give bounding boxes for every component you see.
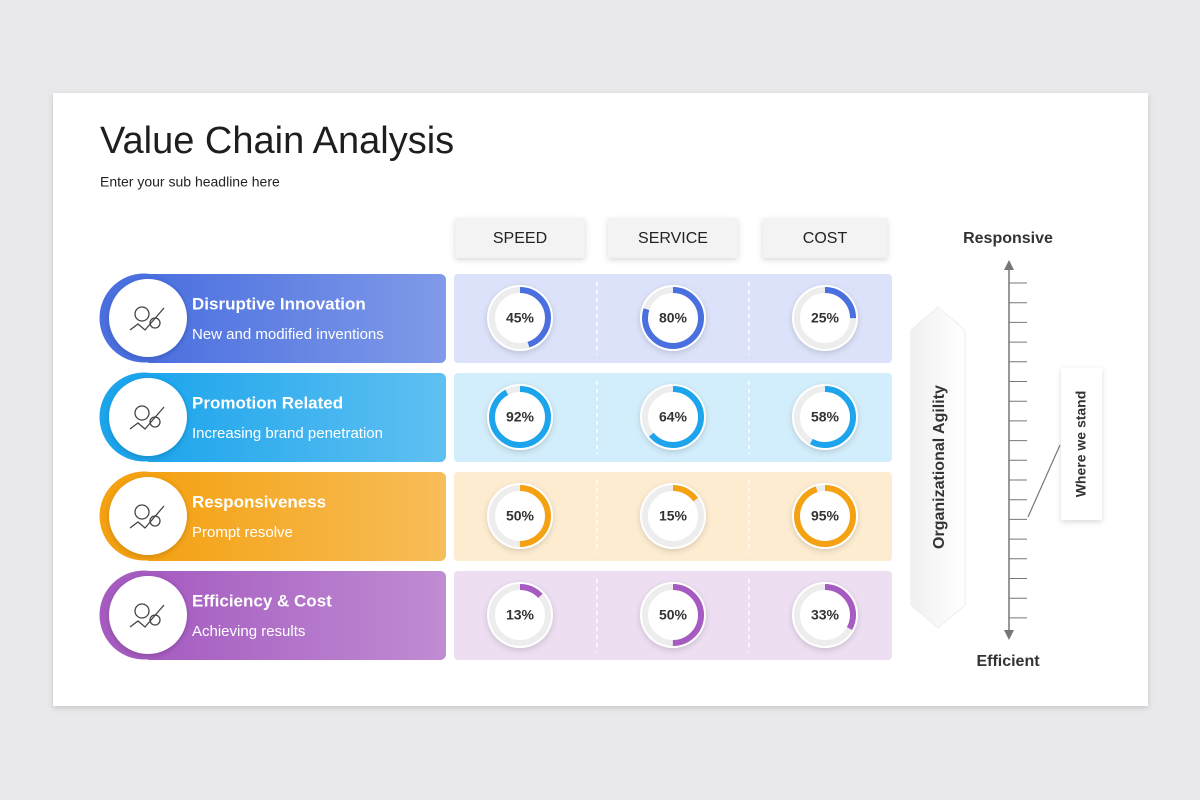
agility-banner [910,306,966,629]
row-band-sheen [144,373,446,462]
donut-label: 92% [506,409,535,425]
donut-backdrop [792,582,858,648]
donut-backdrop [792,285,858,351]
donut-arc [794,584,856,646]
marker-pointer [1027,444,1061,518]
icon-part [129,406,165,430]
row-title: Disruptive Innovation [192,294,366,313]
donut-arc [642,386,704,448]
subtitle: Enter your sub headline here [100,174,280,190]
donut-backdrop [640,285,706,351]
donut-arc [489,485,551,547]
donut-label: 15% [659,508,688,524]
row-description: Prompt resolve [192,524,293,541]
donut-backdrop [487,582,553,648]
scale-ticks [1009,282,1027,619]
row-description: New and modified inventions [192,326,384,343]
donut-label: 33% [811,607,840,623]
donut-label: 95% [811,508,840,524]
donut-backdrop [640,384,706,450]
donut-arc [794,485,856,547]
donut-label: 45% [506,310,535,326]
column-header: SERVICE [638,230,708,247]
column-header-box [762,218,888,258]
donut-backdrop [487,483,553,549]
title: Value Chain Analysis [100,120,454,162]
donut-arc [642,485,704,547]
row-band-sheen [144,571,446,660]
donut-arc [489,584,551,646]
column-header: COST [803,230,848,247]
icon-part [134,504,150,520]
donut-label: 25% [811,310,840,326]
row-icon [129,405,165,430]
icon-part [134,405,150,421]
donut-label: 64% [659,409,688,425]
row-title: Efficiency & Cost [192,591,332,610]
donut-label: 13% [506,607,535,623]
icon-part [129,604,165,628]
row-title: Promotion Related [192,393,343,412]
donut-label: 58% [811,409,840,425]
row-icon [129,504,165,529]
marker-label: Where we stand [1073,391,1089,498]
donut-backdrop [487,285,553,351]
scale-bottom: Efficient [976,653,1040,670]
donut-arc [642,584,704,646]
donut-label: 50% [659,607,688,623]
row-description: Increasing brand penetration [192,425,383,442]
donut-arc [794,386,856,448]
row-title: Responsiveness [192,492,326,511]
axis-label: Organizational Agility [931,385,948,549]
donut-label: 80% [659,310,688,326]
scale-top: Responsive [963,230,1053,247]
row-band-sheen [144,472,446,561]
marker-box [1061,368,1102,520]
column-header-box [608,218,738,258]
donut-arc [794,287,856,349]
column-header-box [455,218,585,258]
donut-arc [642,287,704,349]
donut-arc [489,287,551,349]
icon-part [134,603,150,619]
donut-backdrop [640,483,706,549]
donut-backdrop [792,483,858,549]
row-icon [129,603,165,628]
row-icon [129,306,165,331]
row-band-sheen [144,274,446,363]
icon-part [129,505,165,529]
icon-part [129,307,165,331]
icon-part [134,306,150,322]
donut-arc [489,386,551,448]
donut-backdrop [640,582,706,648]
row-description: Achieving results [192,623,305,640]
donut-backdrop [792,384,858,450]
donut-label: 50% [506,508,535,524]
donut-backdrop [487,384,553,450]
column-header: SPEED [493,230,547,247]
